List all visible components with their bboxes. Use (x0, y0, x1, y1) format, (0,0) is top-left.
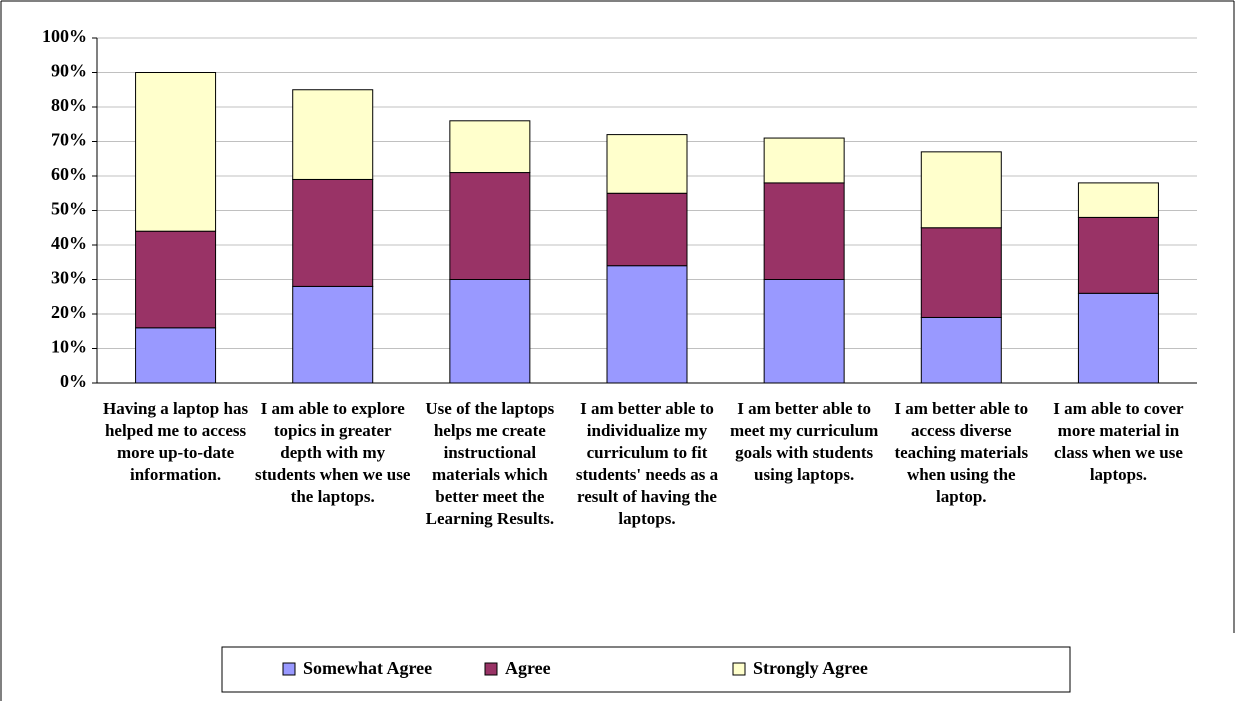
y-tick-label: 80% (51, 95, 87, 115)
bar-segment (1077, 216, 1159, 294)
y-tick-label: 30% (51, 268, 87, 288)
bar-segment (920, 316, 1002, 384)
bar-segment (763, 279, 845, 384)
bar-segment (606, 265, 688, 384)
x-tick-label: Use of the laptops helps me create instr… (425, 399, 555, 528)
bar-segment (449, 172, 531, 280)
x-tick-label: I am able to explore topics in greater d… (255, 399, 411, 506)
legend-swatch (484, 662, 498, 676)
legend-label: Strongly Agree (753, 658, 868, 678)
x-tick-label: I am better able to access diverse teach… (894, 399, 1029, 506)
y-tick-label: 70% (51, 130, 87, 150)
bar-segment (135, 230, 217, 329)
y-tick-label: 90% (51, 61, 87, 81)
bar-segment (920, 227, 1002, 318)
y-tick-label: 50% (51, 199, 87, 219)
bar-segment (1077, 182, 1159, 218)
legend-swatch (732, 662, 746, 676)
bar-segment (135, 327, 217, 384)
y-tick-label: 40% (51, 233, 87, 253)
bar-segment (292, 285, 374, 384)
bar-segment (449, 120, 531, 174)
bar-segment (135, 72, 217, 232)
bar-segment (920, 151, 1002, 229)
y-tick-label: 0% (60, 371, 87, 391)
x-tick-label: Having a laptop has helped me to access … (103, 399, 249, 484)
bar-segment (763, 182, 845, 280)
legend-label: Agree (505, 658, 551, 678)
legend-box (221, 646, 1071, 693)
y-tick-label: 100% (42, 26, 87, 46)
bar-segment (606, 192, 688, 267)
x-tick-label: I am better able to individualize my cur… (575, 399, 719, 528)
bar-segment (292, 89, 374, 180)
bar-segment (1077, 292, 1159, 384)
y-tick-label: 20% (51, 302, 87, 322)
legend-swatch (282, 662, 296, 676)
y-tick-label: 60% (51, 164, 87, 184)
bar-segment (606, 134, 688, 194)
y-tick-label: 10% (51, 337, 87, 357)
legend-label: Somewhat Agree (303, 658, 432, 678)
x-tick-label: I am able to cover more material in clas… (1053, 399, 1184, 484)
bar-segment (763, 137, 845, 184)
bar-segment (449, 279, 531, 384)
x-tick-label: I am better able to meet my curriculum g… (730, 399, 879, 484)
bar-segment (292, 178, 374, 287)
